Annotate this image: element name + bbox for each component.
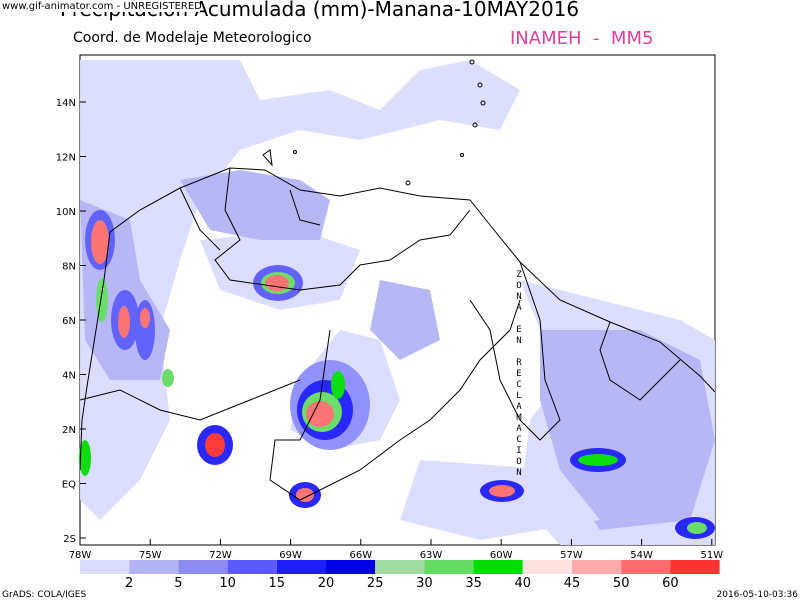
legend-swatch xyxy=(326,560,376,574)
lon-label: 63W xyxy=(420,550,443,561)
lon-label: 78W xyxy=(69,550,92,561)
legend-label: 40 xyxy=(515,576,532,591)
lat-label: 2N xyxy=(62,425,76,436)
legend-swatch xyxy=(522,560,572,574)
legend-swatch xyxy=(424,560,474,574)
precip-field xyxy=(79,60,715,545)
lon-label: 57W xyxy=(560,550,583,561)
subtitle: Coord. de Modelaje Meteorologico xyxy=(73,30,312,46)
legend-label: 35 xyxy=(465,576,482,591)
watermark-bg xyxy=(0,0,200,12)
legend-label: 25 xyxy=(367,576,384,591)
legend-swatch xyxy=(129,560,179,574)
legend-label: 5 xyxy=(174,576,182,591)
legend-label: 10 xyxy=(219,576,236,591)
legend-label: 50 xyxy=(613,576,630,591)
lon-label: 51W xyxy=(700,550,723,561)
islands xyxy=(262,59,486,186)
lat-label: 14N xyxy=(56,98,76,109)
lon-label: 69W xyxy=(279,550,302,561)
coastlines xyxy=(79,167,716,501)
lon-label: 72W xyxy=(209,550,232,561)
legend-swatch xyxy=(178,560,228,574)
legend-label: 45 xyxy=(564,576,581,591)
footer-left: GrADS: COLA/IGES xyxy=(2,590,86,600)
territory-annotation: ZONA EN RECLAMACION xyxy=(514,270,524,479)
legend-label: 2 xyxy=(125,576,133,591)
lon-label: 75W xyxy=(139,550,162,561)
lat-label: 8N xyxy=(62,262,76,273)
legend-swatch xyxy=(276,560,326,574)
legend-label: 20 xyxy=(318,576,335,591)
legend-swatch xyxy=(572,560,622,574)
legend-label: 60 xyxy=(662,576,679,591)
footer-right: 2016-05-10-03:36 xyxy=(717,590,799,600)
legend-swatch xyxy=(227,560,277,574)
agency: INAMEH - MM5 xyxy=(510,28,653,49)
legend-swatch xyxy=(473,560,523,574)
legend-swatch xyxy=(621,560,671,574)
watermark: www.gif-animator.com - UNREGISTERED xyxy=(2,1,202,12)
legend-swatch xyxy=(80,560,130,574)
lon-label: 66W xyxy=(349,550,372,561)
legend-swatch xyxy=(375,560,425,574)
lat-label: 2S xyxy=(63,534,76,545)
legend-label: 30 xyxy=(416,576,433,591)
lat-label: EQ xyxy=(62,480,76,491)
lat-label: 6N xyxy=(62,316,76,327)
lon-label: 54W xyxy=(630,550,653,561)
lat-label: 12N xyxy=(56,153,76,164)
lat-label: 10N xyxy=(56,207,76,218)
legend-label: 15 xyxy=(269,576,286,591)
legend-swatch xyxy=(670,560,720,574)
lon-label: 60W xyxy=(490,550,513,561)
lat-label: 4N xyxy=(62,371,76,382)
